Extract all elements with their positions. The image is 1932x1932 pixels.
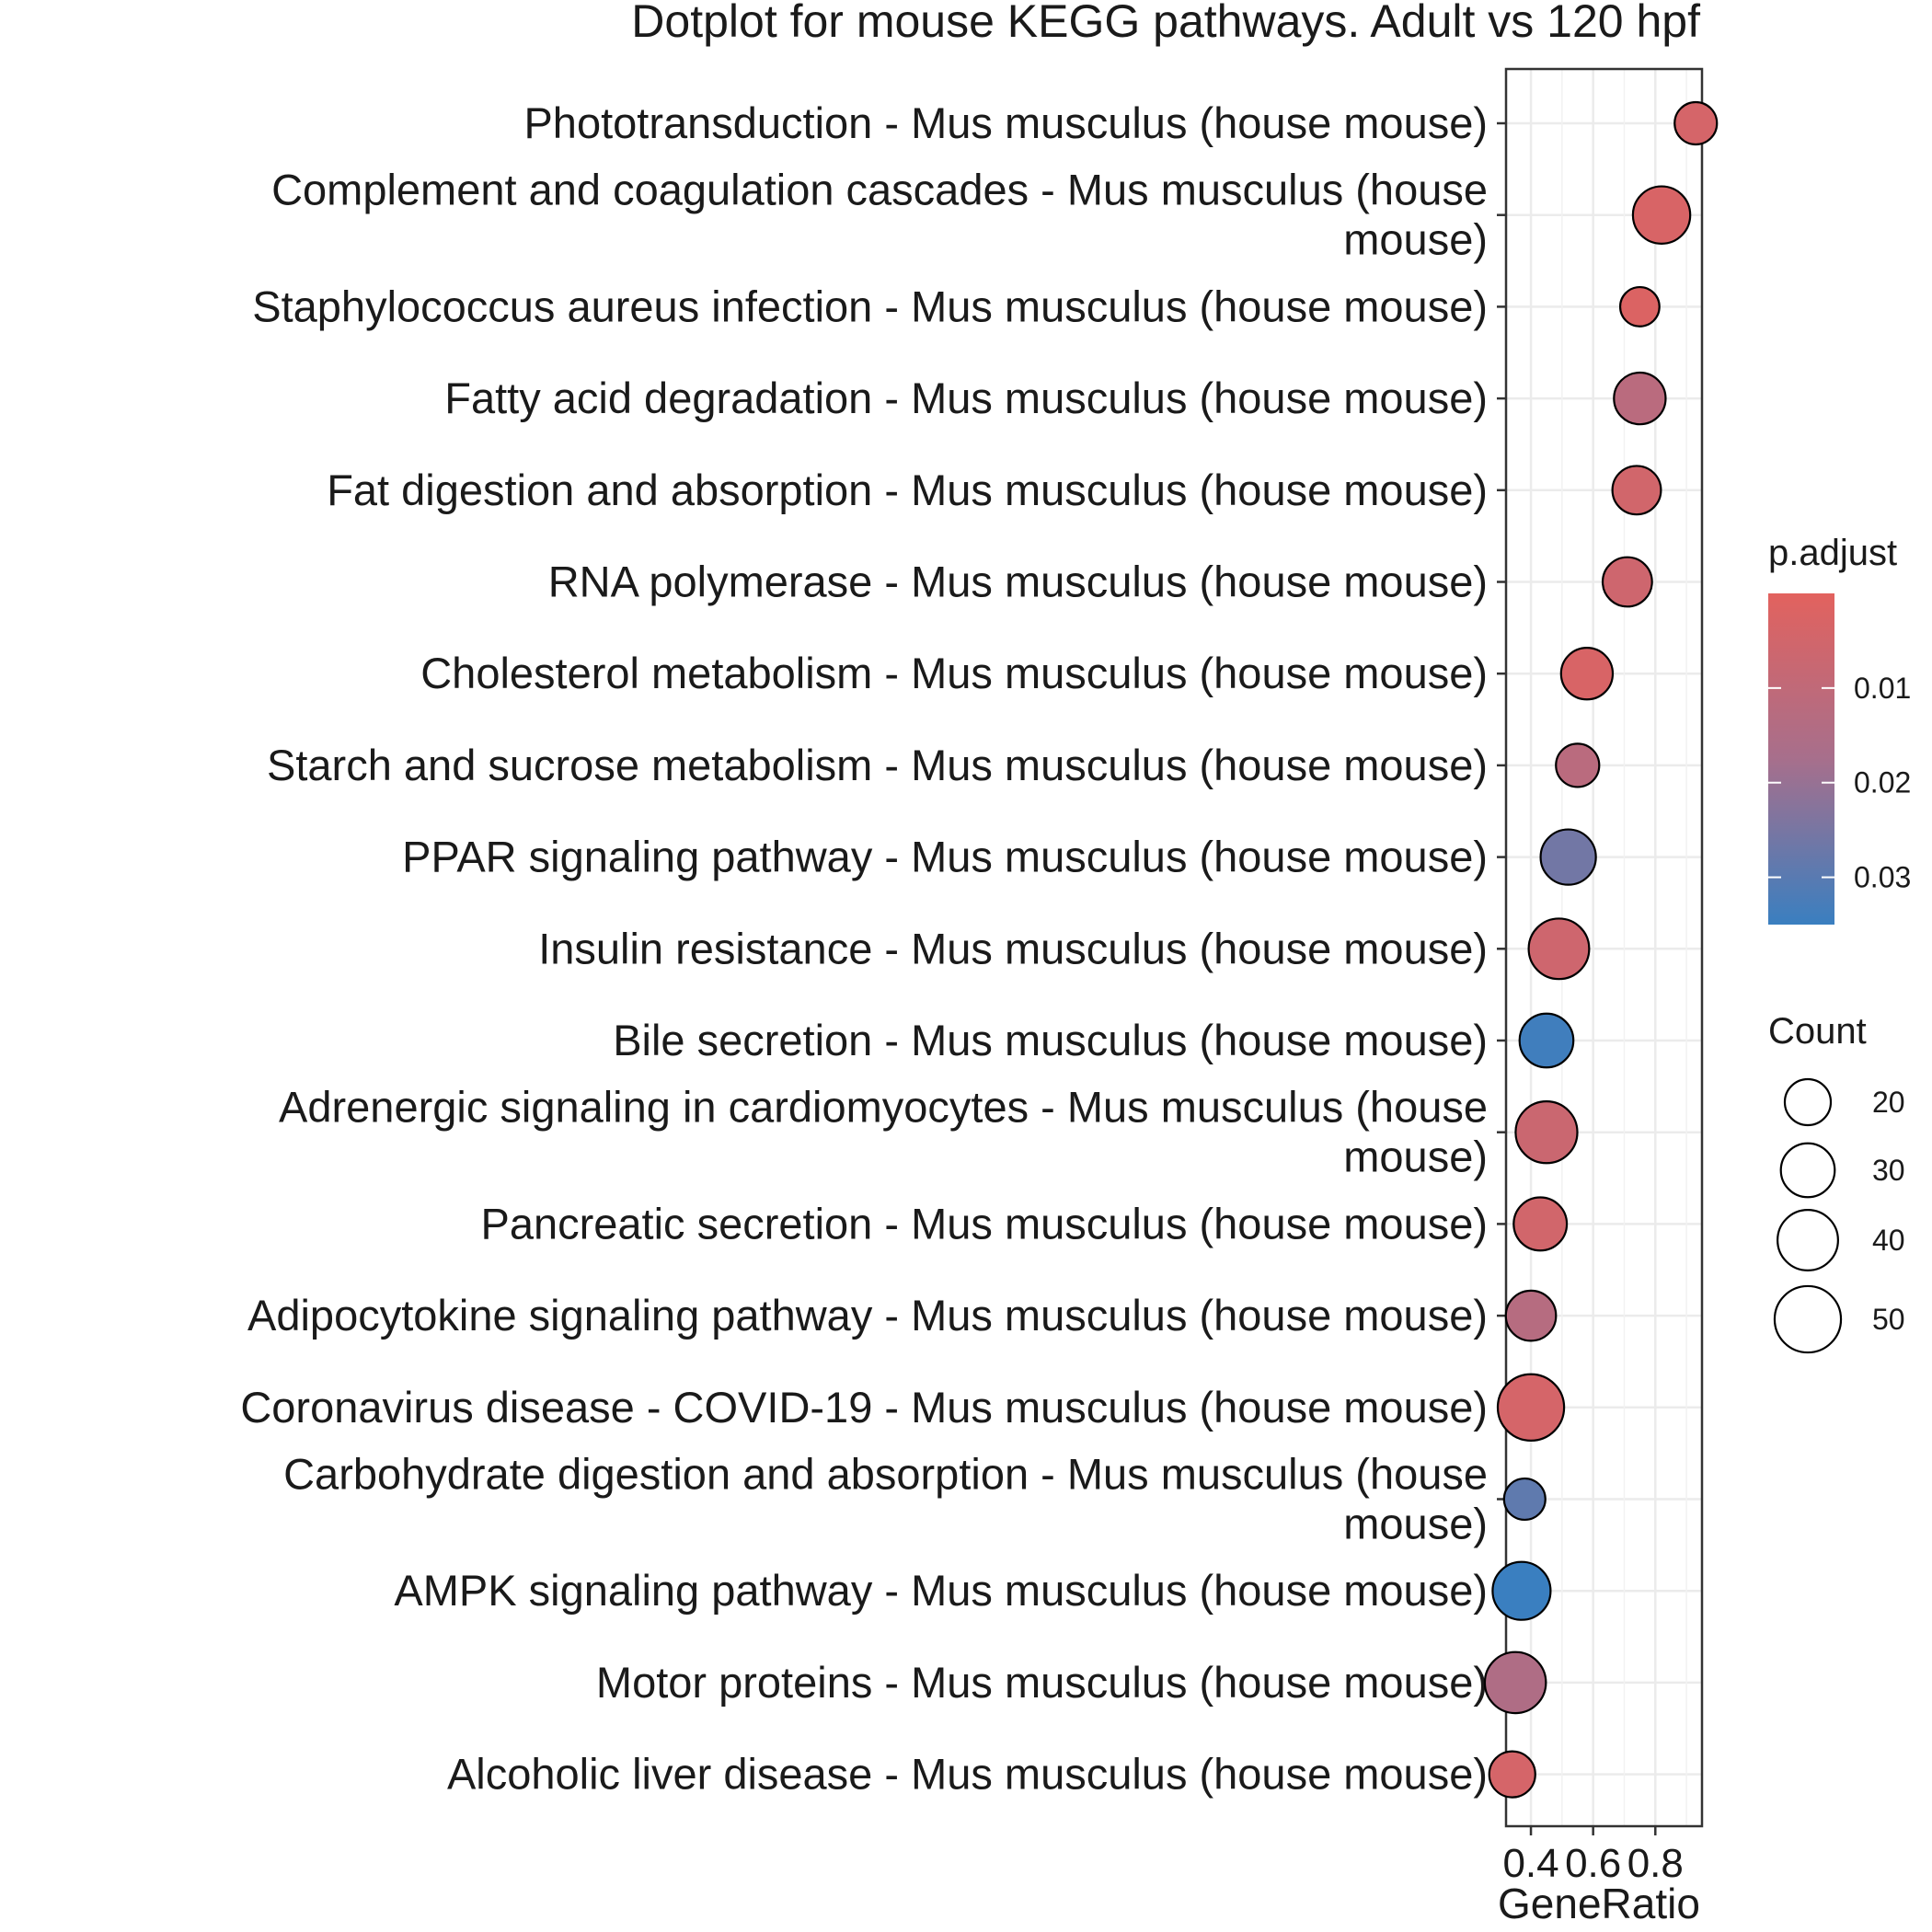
category-label: Bile secretion - Mus musculus (house mou… [613,1016,1488,1064]
data-dot [1618,285,1661,328]
category-label-line: AMPK signaling pathway - Mus musculus (h… [394,1566,1488,1615]
category-label: Staphylococcus aureus infection - Mus mu… [252,282,1488,330]
category-label-line: mouse) [1343,1500,1488,1548]
category-label-line: Pancreatic secretion - Mus musculus (hou… [481,1199,1489,1248]
category-label-line: Adipocytokine signaling pathway - Mus mu… [247,1291,1488,1340]
category-label-line: Carbohydrate digestion and absorption - … [283,1450,1488,1499]
data-dot [1601,556,1653,608]
category-label: Adipocytokine signaling pathway - Mus mu… [247,1291,1488,1340]
size-legend-label: 20 [1872,1086,1905,1119]
category-label: Coronavirus disease - COVID-19 - Mus mus… [240,1383,1488,1432]
category-label-line: Alcoholic liver disease - Mus musculus (… [447,1750,1488,1799]
category-label: Phototransduction - Mus musculus (house … [523,98,1488,147]
category-label-line: Cholesterol metabolism - Mus musculus (h… [420,649,1488,697]
color-legend: p.adjust 0.01 0.02 0.03 [1768,533,1911,925]
category-label: PPAR signaling pathway - Mus musculus (h… [402,833,1488,881]
data-dot [1555,742,1601,788]
category-label-line: Insulin resistance - Mus musculus (house… [538,924,1488,972]
data-dot [1514,1100,1579,1165]
color-legend-label: 0.01 [1854,672,1911,705]
category-label-line: Complement and coagulation cascades - Mu… [271,166,1488,214]
color-legend-title: p.adjust [1768,533,1897,573]
category-label-line: mouse) [1343,215,1488,264]
color-legend-label: 0.02 [1854,766,1911,799]
category-label: Carbohydrate digestion and absorption - … [283,1450,1488,1548]
size-legend-circle [1777,1209,1839,1271]
size-legend-circle [1773,1284,1843,1354]
data-dot [1512,1196,1569,1252]
x-axis: 0.4 0.6 0.8 [1502,1826,1684,1886]
category-label: Fatty acid degradation - Mus musculus (h… [444,374,1488,422]
panel-border [1504,67,1704,1828]
category-label: RNA polymerase - Mus musculus (house mou… [548,558,1488,606]
size-legend-label: 40 [1872,1224,1905,1257]
y-axis: Phototransduction - Mus musculus (house … [240,98,1506,1799]
category-label-line: mouse) [1343,1133,1488,1181]
size-legend-title: Count [1768,1011,1867,1052]
category-label: Insulin resistance - Mus musculus (house… [538,924,1488,972]
data-dot [1673,100,1719,146]
category-label-line: Fatty acid degradation - Mus musculus (h… [444,374,1488,422]
category-label-line: Starch and sucrose metabolism - Mus musc… [267,741,1488,789]
size-legend-circle [1779,1142,1836,1199]
category-label: Starch and sucrose metabolism - Mus musc… [267,741,1488,789]
x-axis-title: GeneRatio [1498,1880,1700,1927]
data-dot [1496,1373,1566,1442]
data-dot [1527,917,1591,981]
category-label-line: Staphylococcus aureus infection - Mus mu… [252,282,1488,330]
size-legend-circle [1783,1077,1833,1127]
color-legend-bar [1768,593,1834,925]
category-label: AMPK signaling pathway - Mus musculus (h… [394,1566,1488,1615]
x-tick-label: 0.6 [1565,1841,1621,1886]
x-tick-label: 0.4 [1502,1841,1558,1886]
dot-series [1483,100,1719,1799]
data-dot [1613,371,1667,426]
category-label: Pancreatic secretion - Mus musculus (hou… [481,1199,1489,1248]
category-label-line: Adrenergic signaling in cardiomyocytes -… [279,1083,1488,1132]
data-dot [1504,1289,1558,1342]
category-label-line: Bile secretion - Mus musculus (house mou… [613,1016,1488,1064]
category-label-line: Phototransduction - Mus musculus (house … [523,98,1488,147]
data-dot [1502,1477,1547,1522]
category-label-line: RNA polymerase - Mus musculus (house mou… [548,558,1488,606]
data-dot [1539,828,1597,886]
data-dot [1491,1560,1552,1621]
size-legend: Count 20 30 40 50 [1768,1011,1905,1354]
data-dot [1483,1650,1547,1715]
data-dot [1611,465,1662,516]
category-label: Motor proteins - Mus musculus (house mou… [596,1658,1488,1707]
data-dot [1488,1750,1536,1799]
category-label-line: Fat digestion and absorption - Mus muscu… [327,466,1488,514]
category-label: Cholesterol metabolism - Mus musculus (h… [420,649,1488,697]
size-legend-label: 30 [1872,1154,1905,1187]
category-label: Complement and coagulation cascades - Mu… [271,166,1488,264]
data-dot [1631,185,1692,245]
data-dot [1518,1012,1575,1069]
size-legend-label: 50 [1872,1303,1905,1336]
category-label-line: Motor proteins - Mus musculus (house mou… [596,1658,1488,1707]
category-label-line: PPAR signaling pathway - Mus musculus (h… [402,833,1488,881]
data-dot [1559,647,1615,701]
color-legend-label: 0.03 [1854,861,1911,894]
category-label-line: Coronavirus disease - COVID-19 - Mus mus… [240,1383,1488,1432]
x-tick-label: 0.8 [1627,1841,1684,1886]
chart-title: Dotplot for mouse KEGG pathways. Adult v… [631,0,1700,47]
category-label: Adrenergic signaling in cardiomyocytes -… [279,1083,1488,1181]
category-label: Alcoholic liver disease - Mus musculus (… [447,1750,1488,1799]
category-label: Fat digestion and absorption - Mus muscu… [327,466,1488,514]
